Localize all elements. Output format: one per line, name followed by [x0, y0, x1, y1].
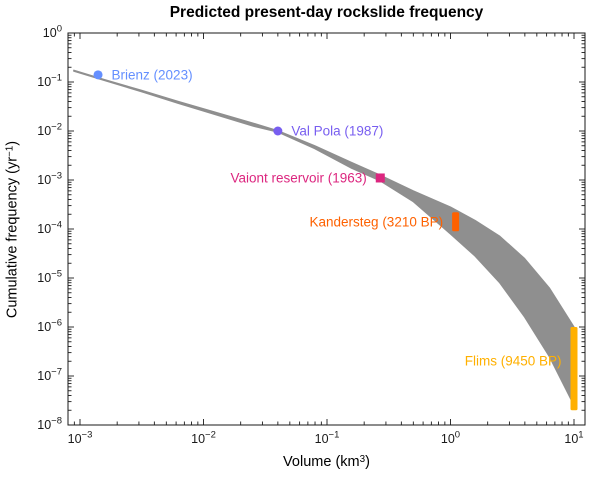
event-label-vaiont-reservoir-1963: Vaiont reservoir (1963) — [230, 170, 366, 185]
x-axis-label: Volume (km3) — [68, 454, 585, 470]
x-tick-label: 10−3 — [68, 430, 93, 447]
event-marker-kandersteg-3210-bp — [452, 212, 460, 232]
event-label-flims-9450-bp: Flims (9450 BP) — [465, 354, 562, 369]
y-tick-label: 10−2 — [37, 122, 62, 139]
event-marker-vaiont-reservoir-1963 — [375, 173, 385, 183]
y-tick-label: 10−3 — [37, 171, 62, 188]
x-axis-label-text: Volume (km — [283, 454, 360, 470]
event-marker-flims-9450-bp — [570, 327, 578, 411]
x-tick-label: 10−1 — [315, 430, 340, 447]
x-axis-label-close: ) — [365, 454, 370, 470]
event-marker-val-pola-1987 — [273, 126, 283, 136]
event-marker-brienz-2023 — [93, 70, 103, 80]
y-tick-label: 10−4 — [37, 220, 62, 237]
y-axis-label: Cumulative frequency (yr−1) — [4, 30, 24, 430]
y-tick-label: 10−6 — [37, 318, 62, 335]
x-tick-label: 100 — [441, 430, 460, 447]
y-tick-label: 100 — [43, 24, 62, 41]
y-tick-label: 10−7 — [37, 367, 62, 384]
event-label-val-pola-1987: Val Pola (1987) — [291, 124, 383, 139]
y-tick-label: 10−5 — [37, 269, 62, 286]
event-label-kandersteg-3210-bp: Kandersteg (3210 BP) — [310, 214, 444, 229]
x-axis-label-exponent: 3 — [359, 453, 366, 465]
y-axis-label-text: Cumulative frequency (yr — [4, 156, 21, 319]
y-axis-label-exponent: −1 — [4, 145, 16, 157]
x-tick-label: 101 — [564, 430, 583, 447]
y-tick-label: 10−8 — [37, 416, 62, 433]
x-tick-label: 10−2 — [191, 430, 216, 447]
event-label-brienz-2023: Brienz (2023) — [112, 67, 193, 82]
y-tick-label: 10−1 — [37, 73, 62, 90]
chart-title: Predicted present-day rockslide frequenc… — [169, 4, 484, 21]
